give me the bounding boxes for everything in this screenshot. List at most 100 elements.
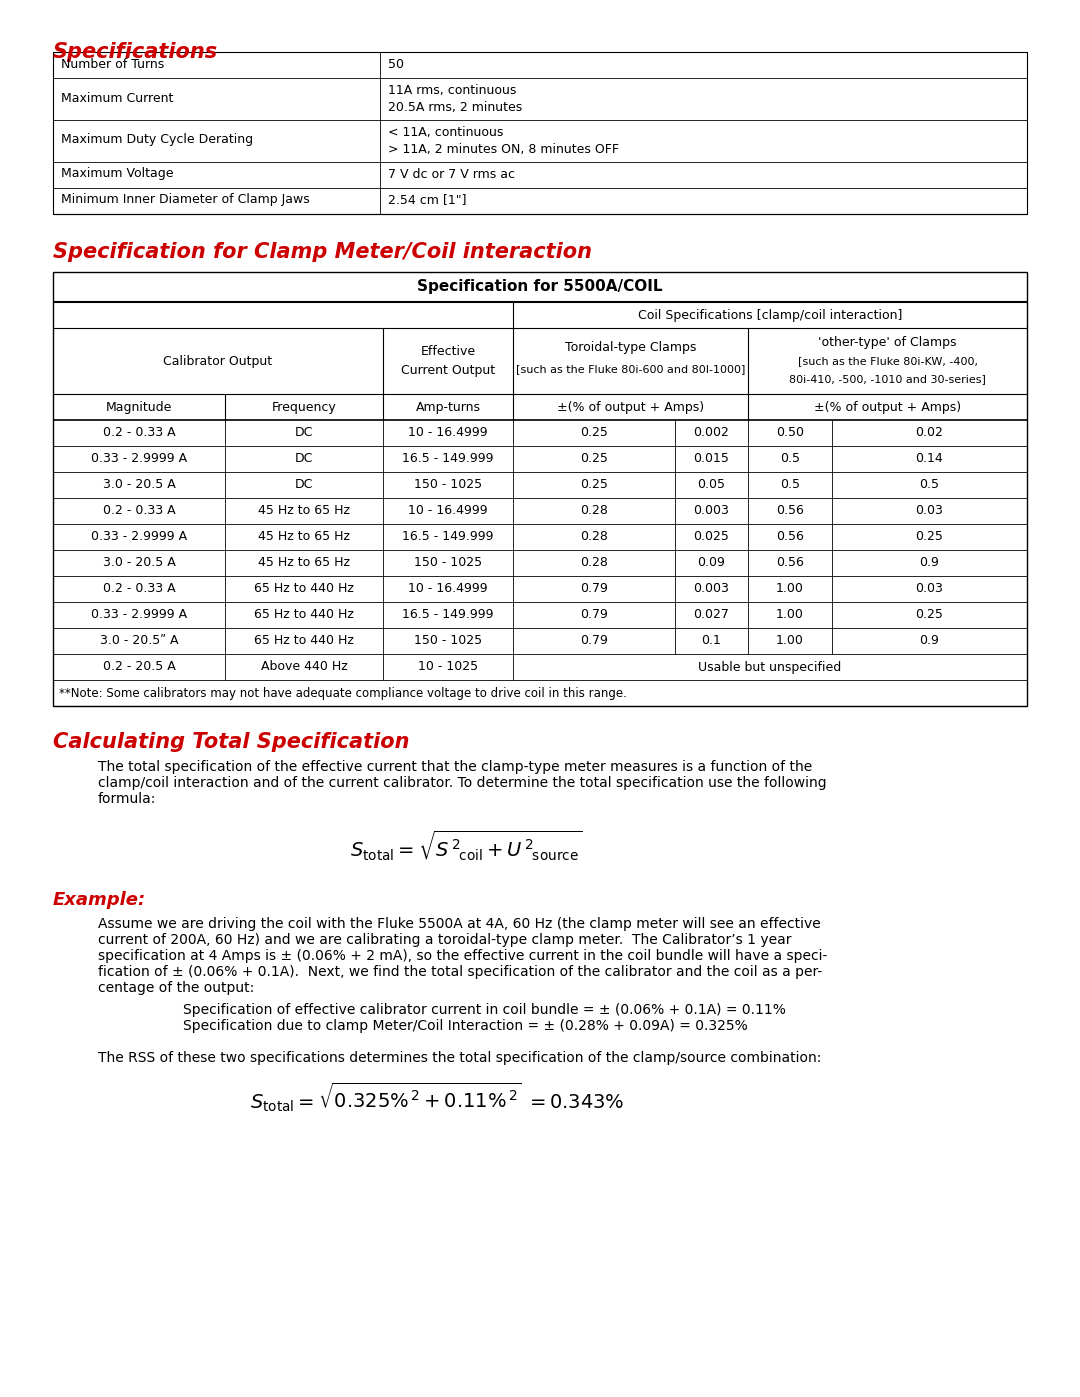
Text: [such as the Fluke 80i-KW, -400,: [such as the Fluke 80i-KW, -400, [797, 356, 977, 366]
Text: 0.28: 0.28 [580, 504, 608, 517]
Text: 0.25: 0.25 [580, 479, 608, 492]
Text: 0.25: 0.25 [580, 426, 608, 440]
Text: 3.0 - 20.5ʺ A: 3.0 - 20.5ʺ A [99, 634, 178, 647]
Text: 7 V dc or 7 V rms ac: 7 V dc or 7 V rms ac [388, 168, 515, 180]
Text: 10 - 1025: 10 - 1025 [418, 661, 478, 673]
Text: Current Output: Current Output [401, 365, 495, 377]
Text: 0.79: 0.79 [580, 609, 608, 622]
Text: 0.25: 0.25 [580, 453, 608, 465]
Text: > 11A, 2 minutes ON, 8 minutes OFF: > 11A, 2 minutes ON, 8 minutes OFF [388, 142, 619, 156]
Text: 2.54 cm [1"]: 2.54 cm [1"] [388, 194, 467, 207]
Text: Above 440 Hz: Above 440 Hz [260, 661, 348, 673]
Text: 150 - 1025: 150 - 1025 [414, 479, 482, 492]
Text: Calibrator Output: Calibrator Output [163, 355, 272, 367]
Text: 1.00: 1.00 [777, 583, 804, 595]
Text: 0.79: 0.79 [580, 634, 608, 647]
Text: 0.002: 0.002 [693, 426, 729, 440]
Text: 65 Hz to 440 Hz: 65 Hz to 440 Hz [254, 609, 354, 622]
Text: 11A rms, continuous: 11A rms, continuous [388, 84, 516, 98]
Text: 45 Hz to 65 Hz: 45 Hz to 65 Hz [258, 504, 350, 517]
Text: 0.25: 0.25 [916, 609, 944, 622]
Text: 0.025: 0.025 [693, 531, 729, 543]
Text: **Note: Some calibrators may not have adequate compliance voltage to drive coil : **Note: Some calibrators may not have ad… [59, 686, 626, 700]
Text: 10 - 16.4999: 10 - 16.4999 [408, 426, 488, 440]
Text: Specification due to clamp Meter/Coil Interaction = ± (0.28% + 0.09A) = 0.325%: Specification due to clamp Meter/Coil In… [183, 1018, 747, 1032]
Text: Specification for 5500A/COIL: Specification for 5500A/COIL [417, 279, 663, 295]
Text: 0.003: 0.003 [693, 583, 729, 595]
Text: DC: DC [295, 479, 313, 492]
Text: 0.2 - 0.33 A: 0.2 - 0.33 A [103, 504, 175, 517]
Text: 45 Hz to 65 Hz: 45 Hz to 65 Hz [258, 531, 350, 543]
Text: Coil Specifications [clamp/coil interaction]: Coil Specifications [clamp/coil interact… [638, 309, 902, 321]
Text: 0.56: 0.56 [777, 531, 804, 543]
Text: $S_{\rm total} = \sqrt{S^{\,2}{}_{\!{\rm coil}} + U^{\,2}{}_{\!{\rm source}}}$: $S_{\rm total} = \sqrt{S^{\,2}{}_{\!{\rm… [350, 828, 582, 863]
Text: 0.14: 0.14 [916, 453, 943, 465]
Text: 0.5: 0.5 [919, 479, 940, 492]
Text: 0.56: 0.56 [777, 556, 804, 570]
Text: 0.9: 0.9 [919, 556, 940, 570]
Text: 150 - 1025: 150 - 1025 [414, 634, 482, 647]
Text: 0.28: 0.28 [580, 556, 608, 570]
Text: Usable but unspecified: Usable but unspecified [699, 661, 841, 673]
Text: Example:: Example: [53, 891, 146, 909]
Text: 16.5 - 149.999: 16.5 - 149.999 [402, 453, 494, 465]
Text: 10 - 16.4999: 10 - 16.4999 [408, 583, 488, 595]
Text: < 11A, continuous: < 11A, continuous [388, 126, 503, 140]
Text: 0.2 - 0.33 A: 0.2 - 0.33 A [103, 583, 175, 595]
Text: Assume we are driving the coil with the Fluke 5500A at 4A, 60 Hz (the clamp mete: Assume we are driving the coil with the … [98, 916, 821, 930]
Text: 1.00: 1.00 [777, 609, 804, 622]
Text: Specification of effective calibrator current in coil bundle = ± (0.06% + 0.1A) : Specification of effective calibrator cu… [183, 1003, 786, 1017]
Text: 0.1: 0.1 [702, 634, 721, 647]
Text: 3.0 - 20.5 A: 3.0 - 20.5 A [103, 556, 175, 570]
Text: $S_{\rm total} = \sqrt{0.325\%^{\,2} + 0.11\%^{\,2}}\; = 0.343\%$: $S_{\rm total} = \sqrt{0.325\%^{\,2} + 0… [249, 1080, 624, 1113]
Text: 0.50: 0.50 [777, 426, 804, 440]
Text: Effective: Effective [420, 345, 475, 358]
Text: 0.2 - 0.33 A: 0.2 - 0.33 A [103, 426, 175, 440]
Text: Minimum Inner Diameter of Clamp Jaws: Minimum Inner Diameter of Clamp Jaws [60, 194, 310, 207]
Text: 0.25: 0.25 [916, 531, 944, 543]
Text: 45 Hz to 65 Hz: 45 Hz to 65 Hz [258, 556, 350, 570]
Text: 16.5 - 149.999: 16.5 - 149.999 [402, 531, 494, 543]
Text: ±(% of output + Amps): ±(% of output + Amps) [557, 401, 704, 414]
Text: 0.015: 0.015 [693, 453, 729, 465]
Text: 50: 50 [388, 57, 404, 70]
Text: formula:: formula: [98, 792, 157, 806]
Text: Magnitude: Magnitude [106, 401, 172, 414]
Text: 65 Hz to 440 Hz: 65 Hz to 440 Hz [254, 634, 354, 647]
Text: Maximum Duty Cycle Derating: Maximum Duty Cycle Derating [60, 134, 253, 147]
Text: specification at 4 Amps is ± (0.06% + 2 mA), so the effective current in the coi: specification at 4 Amps is ± (0.06% + 2 … [98, 949, 827, 963]
Text: 80i-410, -500, -1010 and 30-series]: 80i-410, -500, -1010 and 30-series] [789, 374, 986, 384]
Text: 0.28: 0.28 [580, 531, 608, 543]
Text: current of 200A, 60 Hz) and we are calibrating a toroidal-type clamp meter.  The: current of 200A, 60 Hz) and we are calib… [98, 933, 792, 947]
Text: Maximum Voltage: Maximum Voltage [60, 168, 174, 180]
Text: 10 - 16.4999: 10 - 16.4999 [408, 504, 488, 517]
Text: Calculating Total Specification: Calculating Total Specification [53, 732, 409, 752]
Text: clamp/coil interaction and of the current calibrator. To determine the total spe: clamp/coil interaction and of the curren… [98, 775, 826, 789]
Text: 0.03: 0.03 [916, 504, 944, 517]
Text: 'other-type' of Clamps: 'other-type' of Clamps [819, 337, 957, 349]
Bar [53, 52, 1027, 214]
Text: 0.05: 0.05 [698, 479, 726, 492]
Text: 16.5 - 149.999: 16.5 - 149.999 [402, 609, 494, 622]
Text: 0.33 - 2.9999 A: 0.33 - 2.9999 A [91, 609, 187, 622]
Text: The RSS of these two specifications determines the total specification of the cl: The RSS of these two specifications dete… [98, 1051, 822, 1065]
Text: 0.33 - 2.9999 A: 0.33 - 2.9999 A [91, 531, 187, 543]
Text: 0.027: 0.027 [693, 609, 729, 622]
Text: [such as the Fluke 80i-600 and 80I-1000]: [such as the Fluke 80i-600 and 80I-1000] [516, 365, 745, 374]
Text: 0.003: 0.003 [693, 504, 729, 517]
Text: DC: DC [295, 453, 313, 465]
Text: Number of Turns: Number of Turns [60, 57, 164, 70]
Text: DC: DC [295, 426, 313, 440]
Text: 1.00: 1.00 [777, 634, 804, 647]
Text: Maximum Current: Maximum Current [60, 91, 174, 105]
Text: 150 - 1025: 150 - 1025 [414, 556, 482, 570]
Text: 0.5: 0.5 [780, 479, 800, 492]
Text: 0.33 - 2.9999 A: 0.33 - 2.9999 A [91, 453, 187, 465]
Text: 0.5: 0.5 [780, 453, 800, 465]
Text: 0.9: 0.9 [919, 634, 940, 647]
Text: centage of the output:: centage of the output: [98, 981, 254, 995]
Text: Specifications: Specifications [53, 42, 218, 61]
Text: 3.0 - 20.5 A: 3.0 - 20.5 A [103, 479, 175, 492]
Text: Specification for Clamp Meter/Coil interaction: Specification for Clamp Meter/Coil inter… [53, 242, 592, 263]
Text: Toroidal-type Clamps: Toroidal-type Clamps [565, 341, 697, 355]
